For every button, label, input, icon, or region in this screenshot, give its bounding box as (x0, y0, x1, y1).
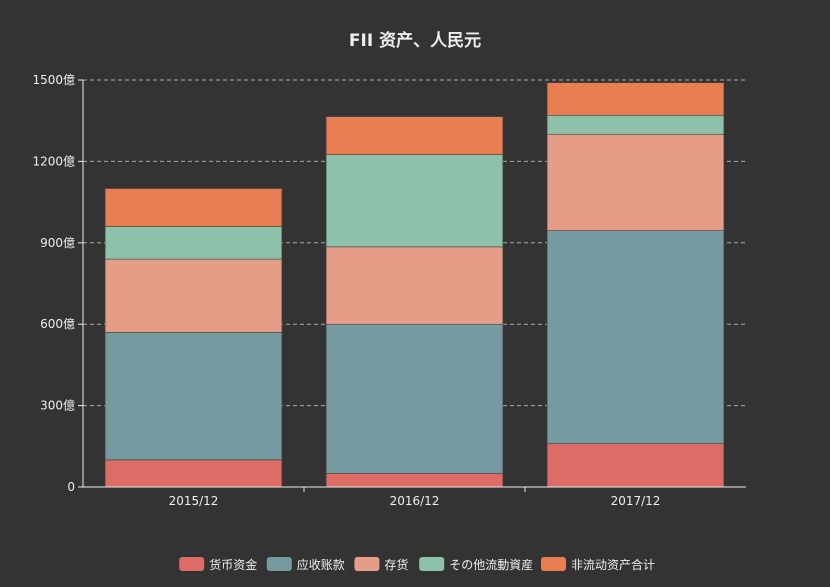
bar-segment (325, 323, 504, 474)
x-tick-label: 2017/12 (611, 494, 661, 508)
x-tick-label: 2016/12 (390, 494, 440, 508)
bar-segment (546, 114, 725, 135)
bar-segment (546, 133, 725, 231)
bar-segment (546, 230, 725, 444)
legend-item: 非流动资产合计 (541, 557, 655, 572)
legend-swatch (419, 557, 445, 571)
legend-label: 存货 (384, 557, 408, 572)
legend-item: 应收账款 (266, 557, 345, 572)
legend: 货币资金 应收账款 存货 その他流動資産 非流动资产合计 (179, 557, 655, 572)
legend-swatch (541, 557, 566, 571)
bar-segment (104, 188, 283, 227)
y-tick-label: 1500億 (32, 73, 75, 87)
legend-label: 货币资金 (209, 557, 257, 572)
legend-swatch (179, 557, 205, 571)
y-tick-label: 1200億 (32, 154, 75, 168)
y-tick-label: 900億 (40, 236, 75, 250)
bar-segment (325, 116, 504, 155)
bar-segment (104, 459, 283, 488)
x-tick-label: 2015/12 (169, 494, 219, 508)
chart-title: FII 资产、人民元 (349, 30, 481, 51)
y-tick-label: 0 (67, 480, 75, 494)
legend-item: 货币资金 (179, 557, 257, 572)
legend-label: 非流动资产合计 (571, 557, 655, 572)
legend-swatch (266, 557, 292, 571)
bar-segment (104, 258, 283, 333)
legend-item: 存货 (354, 557, 408, 572)
bar-segment (546, 82, 725, 116)
bar-series-group (104, 82, 725, 488)
y-tick-label: 600億 (40, 317, 75, 331)
bar-segment (325, 473, 504, 488)
y-tick-label: 300億 (40, 399, 75, 413)
legend-item: その他流動資産 (419, 557, 533, 572)
bar-segment (104, 226, 283, 260)
bar-segment (104, 332, 283, 461)
axes: 0 300億 600億 900億 1200億 1500億 2015/12 2016/12 201… (32, 73, 746, 508)
bar-segment (325, 154, 504, 248)
legend-label: その他流動資産 (449, 557, 533, 572)
bar-segment (546, 443, 725, 488)
legend-label: 应收账款 (297, 557, 345, 572)
legend-swatch (354, 557, 380, 571)
bar-segment (325, 246, 504, 325)
